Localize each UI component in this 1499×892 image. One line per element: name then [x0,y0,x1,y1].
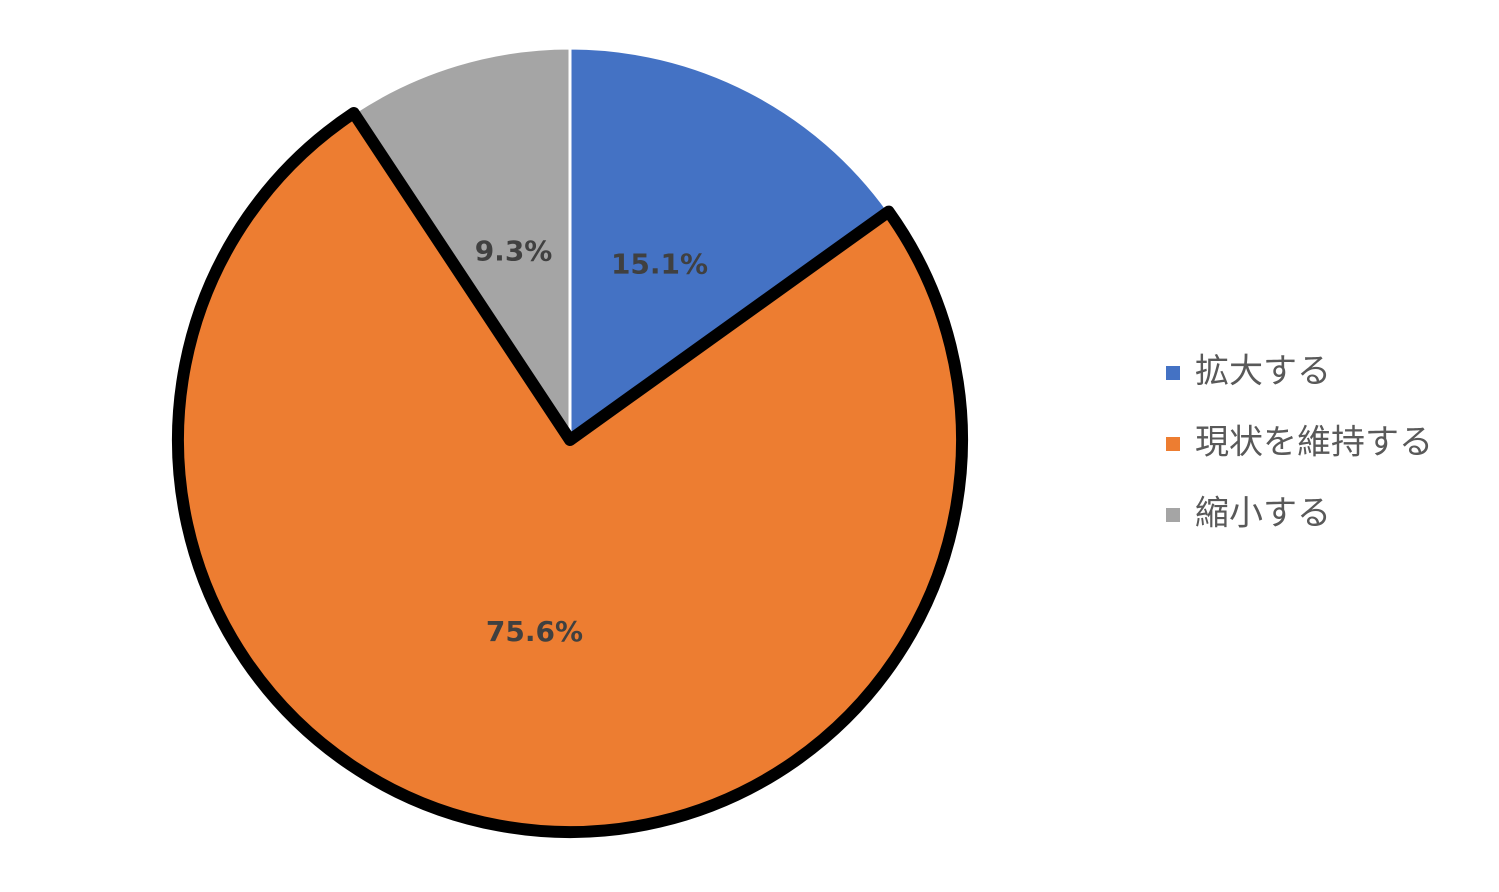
legend-marker [1166,508,1180,522]
data-label: 9.3% [475,234,553,267]
pie-slice [568,46,891,443]
legend-label: 縮小する [1195,494,1331,534]
data-label: 75.6% [486,615,583,648]
legend-marker [1166,437,1180,451]
legend-label: 拡大する [1195,352,1331,392]
legend-label: 現状を維持する [1195,423,1433,463]
pie-slice [351,46,572,445]
legend-marker [1166,366,1180,380]
slice-outline [172,107,968,838]
data-label: 15.1% [611,248,708,281]
